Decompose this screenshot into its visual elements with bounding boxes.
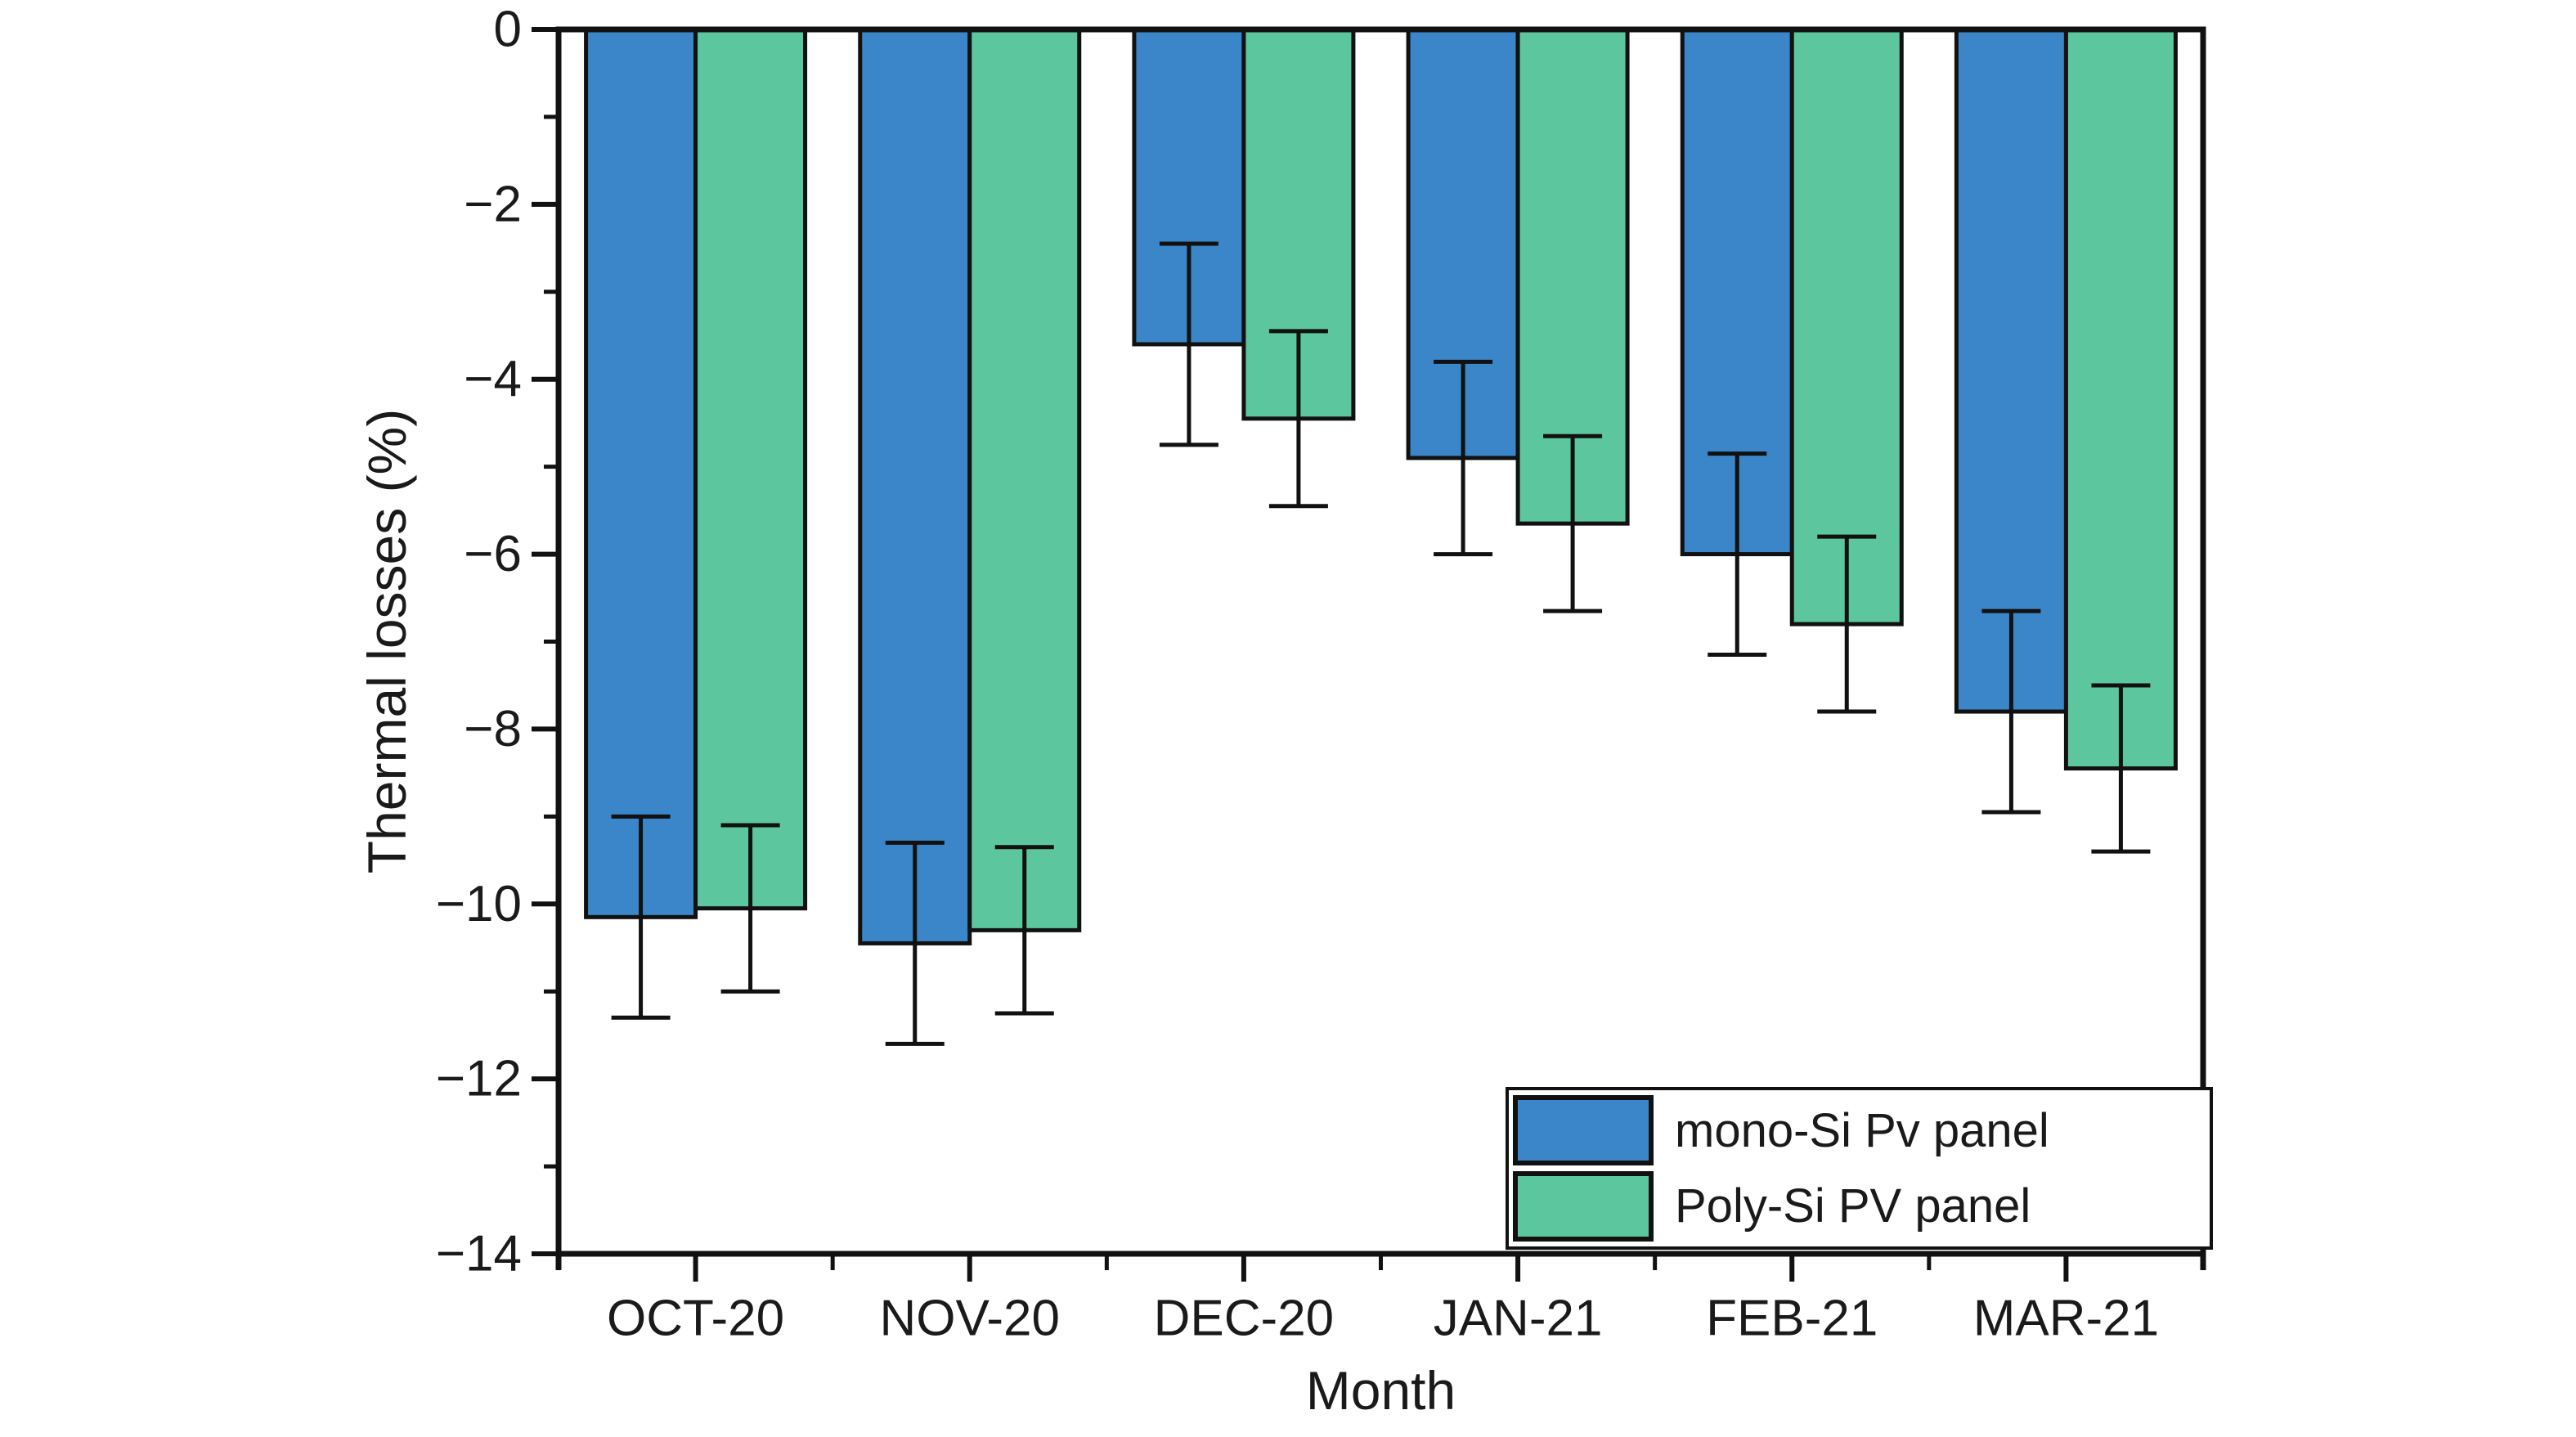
bar-mono-OCT-20 xyxy=(584,27,698,919)
y-axis-tick-label: −4 xyxy=(464,351,522,407)
x-axis-tick-label: JAN-21 xyxy=(1434,1291,1603,1347)
x-axis-tick-label: MAR-21 xyxy=(1973,1291,2159,1347)
bar-poly-MAR-21 xyxy=(2063,27,2178,771)
y-axis-tick-label: −12 xyxy=(436,1051,522,1107)
x-axis-tick-label: NOV-20 xyxy=(879,1291,1060,1347)
legend-label-poly: Poly-Si PV panel xyxy=(1675,1179,2031,1233)
x-axis-tick-label: DEC-20 xyxy=(1154,1291,1335,1347)
bar-mono-MAR-21 xyxy=(1954,27,2068,714)
bar-mono-NOV-20 xyxy=(858,27,972,945)
legend-label-mono: mono-Si Pv panel xyxy=(1675,1103,2049,1157)
y-axis-tick-label: 0 xyxy=(494,2,522,58)
legend-swatch-poly xyxy=(1513,1170,1654,1242)
x-axis-title: Month xyxy=(1305,1360,1456,1421)
y-axis-tick-label: −14 xyxy=(436,1226,522,1282)
y-axis-tick-label: −10 xyxy=(436,876,522,932)
legend-swatch-mono xyxy=(1513,1095,1654,1166)
legend-item-poly: Poly-Si PV panel xyxy=(1513,1170,2210,1242)
x-axis-tick-label: OCT-20 xyxy=(607,1291,784,1347)
y-axis-title: Thermal losses (%) xyxy=(357,408,417,874)
bar-poly-FEB-21 xyxy=(1789,27,1904,626)
y-axis-tick-label: −2 xyxy=(464,176,522,232)
x-axis-tick-label: FEB-21 xyxy=(1706,1291,1878,1347)
y-axis-tick-label: −8 xyxy=(464,701,522,757)
y-axis-tick-label: −6 xyxy=(464,526,522,582)
bar-poly-OCT-20 xyxy=(693,27,808,911)
legend: mono-Si Pv panel Poly-Si PV panel xyxy=(1506,1087,2213,1250)
legend-item-mono: mono-Si Pv panel xyxy=(1513,1095,2210,1166)
bar-poly-NOV-20 xyxy=(967,27,1082,932)
